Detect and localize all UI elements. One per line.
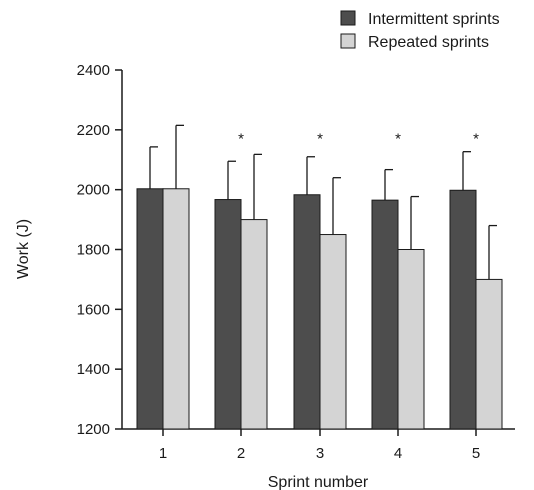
significance-asterisk: *: [238, 130, 244, 147]
bar-intermittent: [449, 189, 477, 430]
error-bars: [149, 124, 497, 280]
legend-swatch: [340, 33, 356, 49]
bar-repeated: [319, 234, 347, 430]
x-tick-label: 1: [159, 445, 167, 462]
bar-intermittent: [136, 188, 164, 430]
bars: [136, 188, 503, 430]
x-tick-label: 2: [237, 445, 245, 462]
significance-markers: * * * *: [238, 130, 479, 147]
bar-repeated: [397, 249, 425, 430]
y-tick-label: 2400: [77, 62, 110, 79]
x-tick-label: 4: [394, 445, 402, 462]
x-tick-label: 3: [316, 445, 324, 462]
bar-repeated: [240, 219, 268, 430]
legend-swatch: [340, 10, 356, 26]
significance-asterisk: *: [317, 130, 323, 147]
y-axis-label: Work (J): [15, 219, 32, 279]
bar-intermittent: [214, 199, 242, 430]
significance-asterisk: *: [395, 130, 401, 147]
legend-label: Repeated sprints: [368, 34, 489, 51]
y-tick-label: 1600: [77, 301, 110, 318]
legend-label: Intermittent sprints: [368, 11, 500, 28]
y-axis: 1200 1400 1600 1800 2000 2200 2400: [77, 62, 123, 438]
y-tick-label: 1800: [77, 242, 110, 259]
x-axis-label: Sprint number: [268, 474, 369, 490]
y-tick-label: 1200: [77, 421, 110, 438]
bar-repeated: [162, 188, 190, 430]
y-tick-label: 2200: [77, 122, 110, 139]
y-tick-label: 1400: [77, 361, 110, 378]
y-tick-label: 2000: [77, 182, 110, 199]
significance-asterisk: *: [473, 130, 479, 147]
bar-intermittent: [293, 194, 321, 430]
x-axis: 1 2 3 4 5: [122, 428, 515, 462]
x-tick-label: 5: [472, 445, 480, 462]
legend: Intermittent sprints Repeated sprints: [340, 10, 500, 51]
bar-repeated: [475, 278, 503, 430]
bar-intermittent: [371, 199, 399, 430]
